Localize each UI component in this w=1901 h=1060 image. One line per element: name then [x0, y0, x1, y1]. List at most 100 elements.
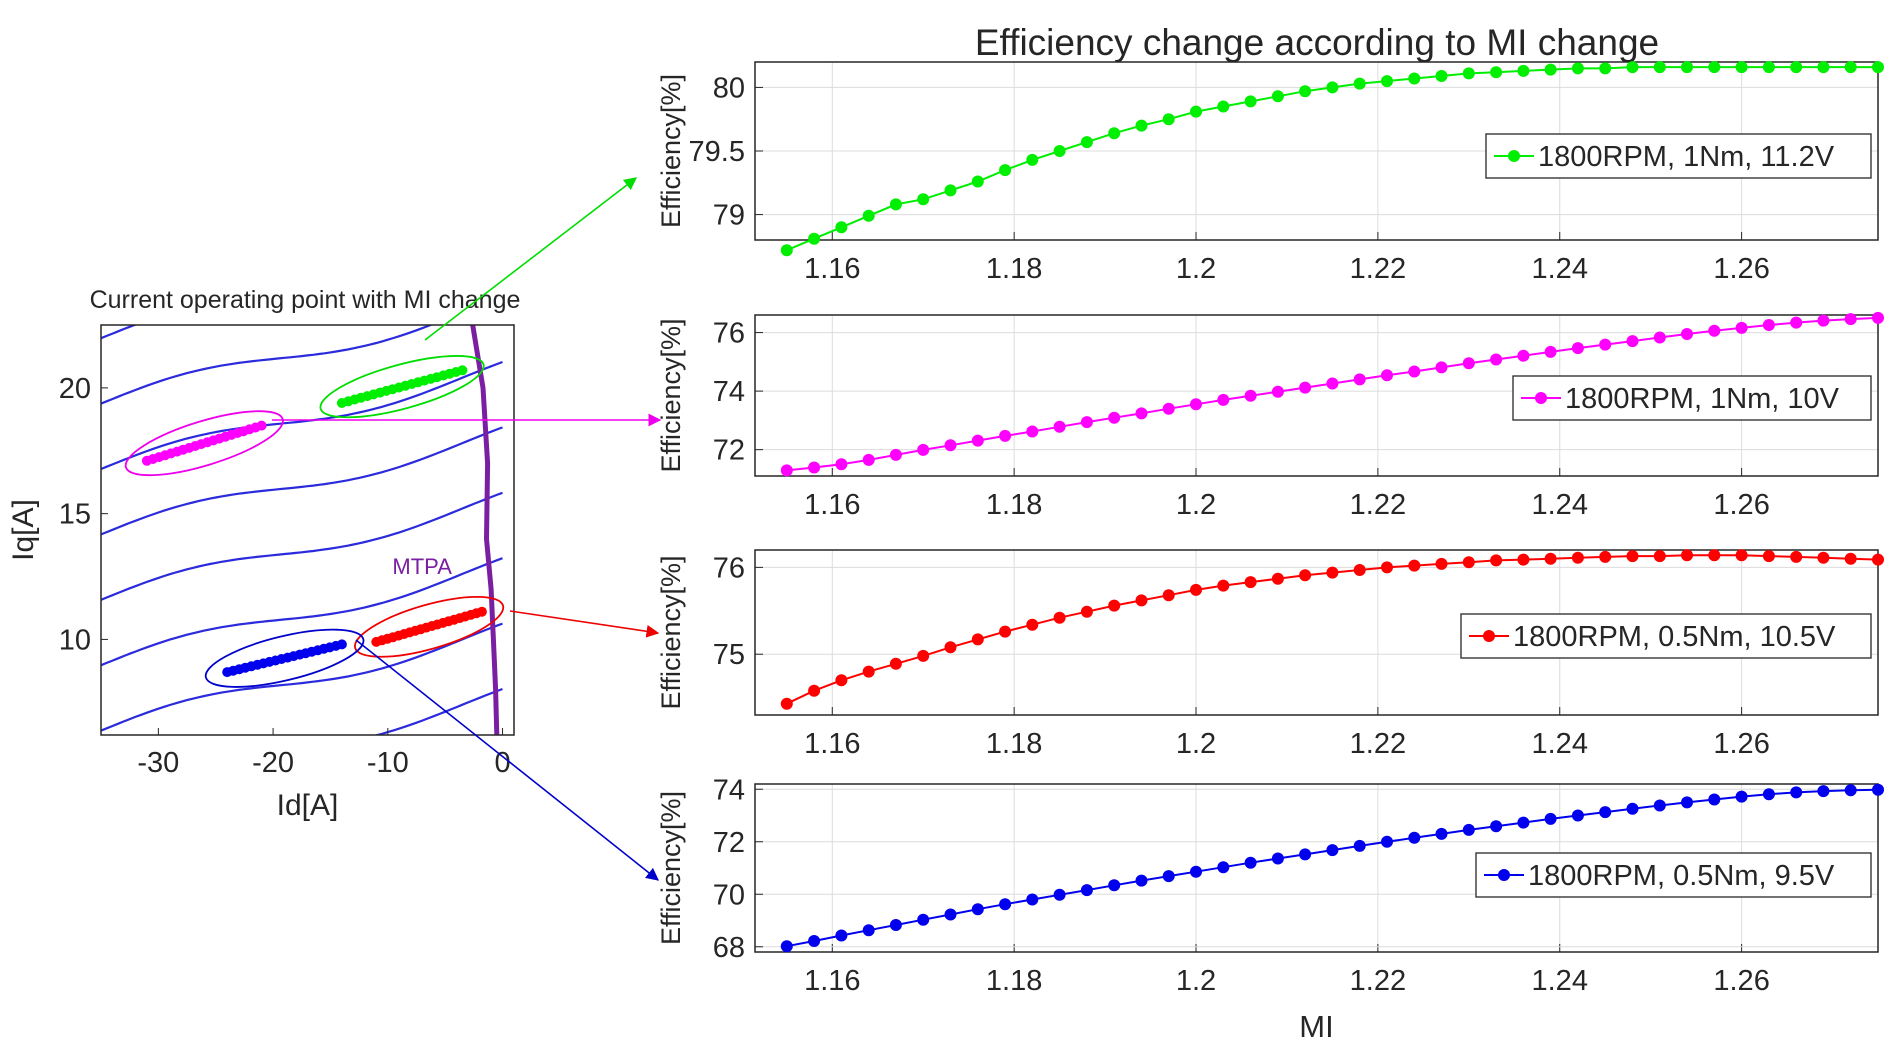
data-point [889, 657, 902, 670]
data-point [1544, 63, 1557, 76]
x-axis-label: MI [1299, 1009, 1333, 1044]
x-tick-label: 1.24 [1532, 965, 1588, 997]
data-point [1408, 365, 1421, 378]
data-point [1708, 324, 1721, 337]
data-point [1517, 553, 1530, 566]
contour-group [101, 325, 503, 735]
data-point [1762, 61, 1775, 74]
torque-contour [101, 426, 503, 536]
data-point [1190, 105, 1202, 118]
data-point [1244, 856, 1257, 869]
x-tick-label: 1.16 [804, 965, 860, 997]
data-point [999, 625, 1012, 638]
y-tick-label: 15 [59, 499, 91, 531]
data-point [1735, 61, 1748, 74]
efficiency-chart-red: 1.16 1.18 1.2 1.22 1.24 1.26 75 76 Efficiency[%]… [656, 549, 1884, 760]
data-point [1162, 402, 1175, 415]
x-tick-label: -10 [367, 747, 409, 779]
data-point [808, 935, 821, 947]
x-tick-label: 1.26 [1713, 489, 1769, 521]
data-point [1271, 852, 1284, 865]
data-point [1681, 61, 1693, 74]
axes-box [754, 314, 1879, 477]
data-point [1244, 576, 1257, 589]
x-tick-label: 1.18 [986, 253, 1042, 285]
x-tick-label: 1.2 [1176, 728, 1216, 760]
y-tick-label: 72 [713, 827, 745, 859]
axes-box [100, 324, 515, 736]
data-point [1135, 119, 1148, 132]
data-point [1326, 377, 1339, 390]
y-tick-label: 75 [713, 639, 745, 671]
data-point [1381, 561, 1393, 574]
data-point [1053, 611, 1066, 624]
operating-point-green [457, 365, 468, 376]
data-point [999, 898, 1012, 911]
data-point [1817, 314, 1830, 327]
data-point [1244, 95, 1257, 108]
torque-contour [373, 687, 503, 735]
data-point [1681, 328, 1693, 340]
data-point [1435, 827, 1448, 840]
legend-label: 1800RPM, 0.5Nm, 9.5V [1528, 860, 1835, 892]
x-tick-label: 1.2 [1176, 965, 1216, 997]
data-point [1544, 345, 1557, 358]
data-point [999, 429, 1012, 442]
y-tick-label: 68 [713, 932, 745, 964]
data-point [1108, 127, 1121, 140]
data-point [889, 448, 902, 461]
x-tick-label: 1.24 [1532, 728, 1588, 760]
data-point [1872, 311, 1884, 324]
data-point [1435, 361, 1448, 374]
data-point [944, 641, 957, 654]
arrow-blue [355, 639, 660, 881]
data-point [862, 453, 875, 466]
data-point [1626, 335, 1639, 348]
y-tick-label: 76 [713, 318, 745, 350]
data-point [780, 940, 793, 953]
data-point [1217, 393, 1230, 406]
data-point [1080, 605, 1093, 618]
data-point [1653, 550, 1666, 563]
x-tick-label: 1.22 [1350, 965, 1406, 997]
data-point [971, 434, 984, 447]
x-tick-label: 1.16 [804, 253, 860, 285]
x-tick-label: 1.2 [1176, 253, 1216, 285]
torque-contour [101, 360, 503, 471]
data-point [1353, 564, 1366, 576]
data-point [1381, 369, 1393, 382]
y-tick-label: 74 [713, 774, 745, 806]
legend-marker [1508, 150, 1520, 162]
data-point [1735, 790, 1748, 803]
axes-box [754, 783, 1879, 953]
y-axis-label: Efficiency[%] [656, 791, 686, 945]
data-point [1108, 411, 1121, 424]
data-point [1080, 884, 1093, 897]
efficiency-chart-magenta: 1.16 1.18 1.2 1.22 1.24 1.26 72 74 76 Efficiency[… [656, 311, 1884, 521]
data-point [1353, 373, 1366, 386]
data-point [1762, 550, 1775, 563]
plot-area [101, 325, 514, 735]
data-point [1571, 551, 1584, 564]
data-point [917, 193, 930, 206]
x-tick-label: 1.24 [1532, 489, 1588, 521]
data-point [1408, 831, 1421, 844]
torque-contour [101, 557, 503, 667]
data-point [971, 175, 984, 188]
data-point [862, 665, 875, 678]
highlight-ellipse-red [354, 595, 505, 658]
x-tick-label: 1.26 [1713, 965, 1769, 997]
efficiency-chart-green: 1.16 1.18 1.2 1.22 1.24 1.26 79 79.5 80 Efficienc… [656, 61, 1884, 285]
data-point [835, 929, 848, 942]
data-point [944, 439, 957, 452]
x-tick-label: 1.16 [804, 728, 860, 760]
data-point [1217, 861, 1230, 874]
data-point [1326, 844, 1339, 857]
data-point [780, 244, 793, 257]
data-point [1326, 81, 1339, 94]
data-point [1790, 550, 1803, 563]
data-point [1817, 785, 1830, 798]
data-point [1053, 145, 1066, 157]
figure-title: Efficiency change according to MI change [975, 22, 1659, 63]
